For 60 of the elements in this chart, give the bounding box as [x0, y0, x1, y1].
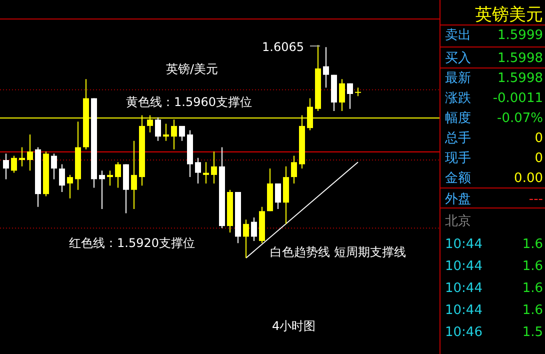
text: 总手: [444, 131, 471, 146]
candlestick: [131, 140, 137, 210]
text: 0: [534, 151, 543, 166]
text: 1.6: [522, 281, 543, 296]
text: 卖出: [445, 28, 471, 43]
text: -0.07%: [497, 111, 543, 126]
text: 1.5: [522, 325, 543, 340]
candlestick: [275, 182, 281, 210]
candlestick: [339, 78, 345, 112]
text: 0: [534, 131, 543, 146]
text: 涨跌: [445, 91, 471, 106]
text: 10:44: [445, 281, 482, 296]
text: 0.00: [514, 171, 543, 186]
text: 1.6: [522, 303, 543, 318]
text: 1.6: [522, 259, 543, 274]
text: 外盘: [445, 192, 471, 207]
candlestick: [291, 155, 297, 184]
candlestick: [107, 170, 113, 186]
candlestick: [251, 217, 257, 242]
text: 10:46: [445, 325, 482, 340]
candlestick: [203, 162, 209, 184]
candlestick: [99, 170, 105, 210]
candlestick: [163, 123, 169, 142]
candlestick: [51, 153, 57, 180]
text: 4小时图: [272, 319, 316, 333]
text: 现手: [445, 151, 471, 166]
candlestick: [27, 134, 33, 172]
text: ---: [528, 192, 544, 207]
candlestick: [195, 157, 201, 184]
text: 英镑/美元: [166, 62, 218, 76]
text: 10:44: [445, 303, 482, 318]
candlestick: [347, 82, 353, 110]
text: 1.6: [522, 237, 543, 252]
text: 1.5999: [498, 28, 543, 43]
candlestick: [59, 164, 65, 192]
candlestick: [179, 125, 185, 142]
annotation: 白色趋势线 短周期支撑线: [270, 245, 406, 259]
text: 10:44: [445, 259, 482, 274]
text: 1.5998: [498, 71, 543, 86]
candlestick: [211, 151, 217, 184]
candlestick: [19, 146, 25, 167]
text: 金额: [445, 171, 471, 186]
annotation: 红色线：1.5920支撑位: [69, 236, 195, 250]
candlestick: [67, 174, 73, 199]
candlestick: [3, 153, 9, 180]
text: -0.0011: [492, 91, 543, 106]
text: 幅度: [445, 110, 471, 126]
text: 10:44: [445, 237, 482, 252]
text: 北京: [445, 214, 471, 229]
annotation: 1.6065: [262, 40, 304, 54]
text: 买入: [445, 51, 471, 66]
candlestick: [155, 116, 161, 142]
text: 最新: [445, 71, 471, 86]
text: 1.5998: [498, 51, 543, 66]
candlestick: [323, 46, 329, 88]
text: 英镑美元: [475, 5, 543, 25]
candlestick: [11, 155, 17, 174]
candlestick: [243, 219, 249, 258]
candlestick: [115, 162, 121, 188]
annotation: 黄色线：1.5960支撑位: [126, 95, 252, 109]
